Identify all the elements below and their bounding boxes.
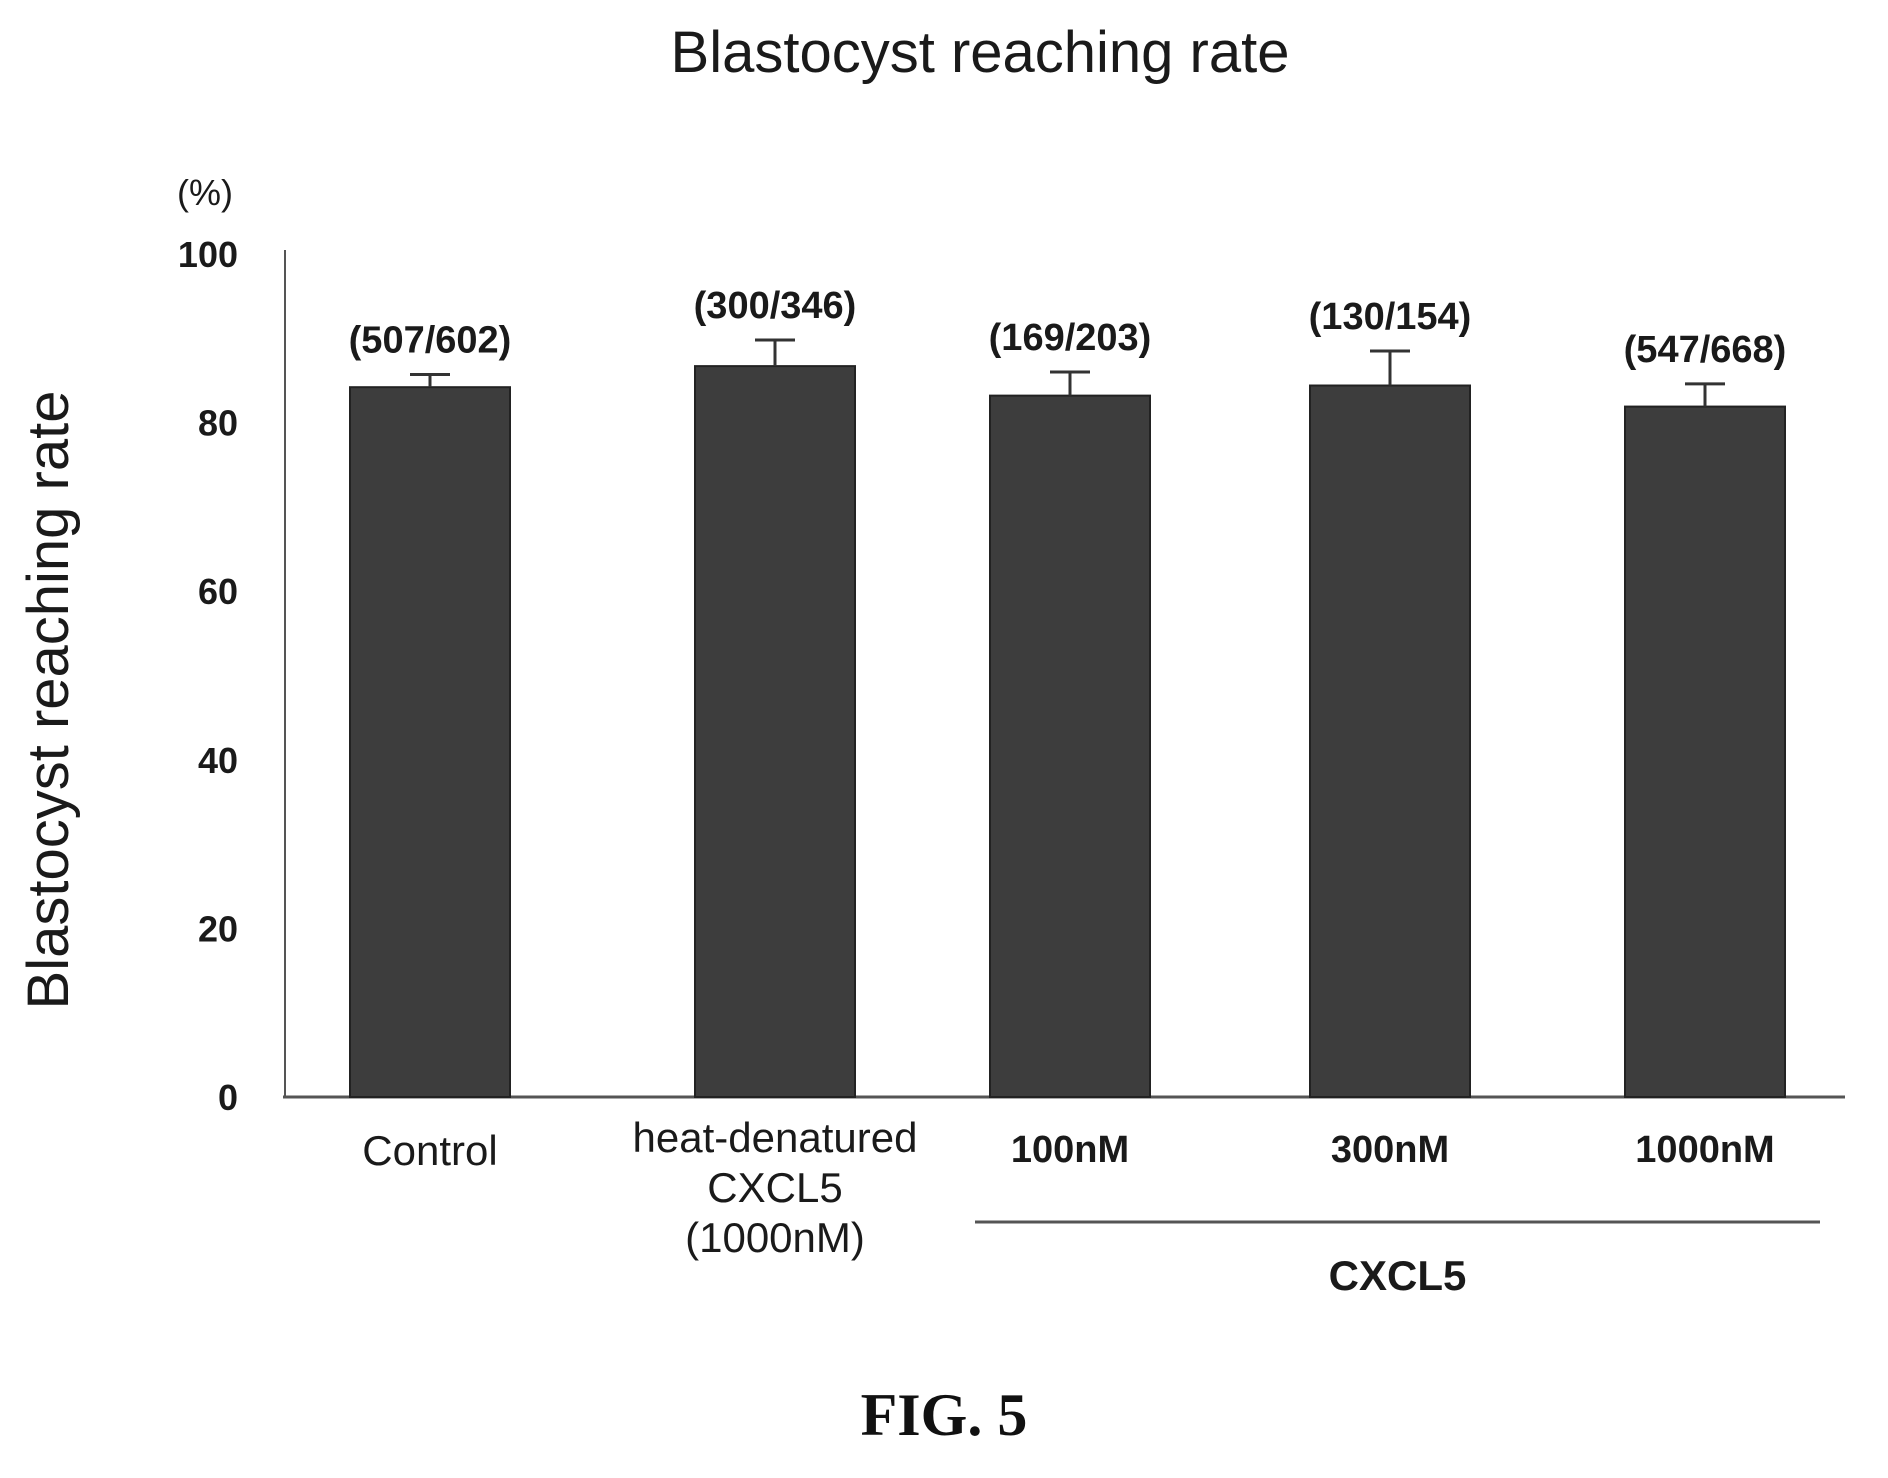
chart-title: Blastocyst reaching rate: [671, 20, 1290, 85]
x-category-label: 1000nM: [1635, 1129, 1774, 1171]
bar: [349, 386, 511, 1099]
y-tick-label: 0: [218, 1077, 238, 1118]
y-tick-label: 20: [198, 908, 238, 949]
data-label: (300/346): [694, 285, 857, 327]
y-tick-label: 40: [198, 740, 238, 781]
data-label: (169/203): [989, 317, 1152, 359]
bar: [1309, 384, 1471, 1098]
x-category-label: CXCL5: [707, 1164, 842, 1211]
y-tick-label: 100: [178, 234, 238, 275]
data-label: (547/668): [1624, 329, 1787, 371]
bar: [989, 394, 1151, 1098]
figure-label: FIG. 5: [861, 1382, 1028, 1448]
y-axis-label: Blastocyst reaching rate: [16, 391, 81, 1010]
x-category-label: 300nM: [1331, 1129, 1449, 1171]
y-tick-labels: 0 20 40 60 80 100: [178, 234, 238, 1118]
y-tick-label: 80: [198, 403, 238, 444]
y-axis-unit: (%): [177, 172, 233, 213]
bars: [349, 338, 1786, 1099]
data-label: (507/602): [349, 320, 512, 362]
x-category-label: heat-denatured: [633, 1114, 918, 1161]
y-tick-label: 60: [198, 571, 238, 612]
x-category-label: (1000nM): [685, 1214, 865, 1261]
bar: [694, 365, 856, 1098]
bar: [1624, 405, 1786, 1098]
group-label: CXCL5: [1329, 1252, 1467, 1299]
x-category-label: Control: [362, 1127, 497, 1174]
x-category-label: 100nM: [1011, 1129, 1129, 1171]
data-label: (130/154): [1309, 296, 1472, 338]
data-labels: (507/602) (300/346) (169/203) (130/154) (547…: [349, 285, 1787, 371]
